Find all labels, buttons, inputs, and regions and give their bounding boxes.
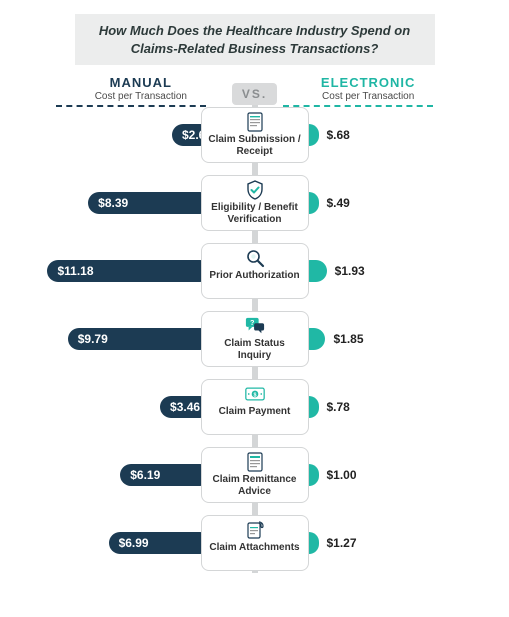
category-card: Claim Attachments [201,515,309,571]
manual-value: $11.18 [57,264,93,278]
manual-bar: $11.18 [47,260,210,282]
category-card: Eligibility / Benefit Verification [201,175,309,231]
manual-value: $9.79 [78,332,108,346]
category-label: Claim Remittance Advice [208,474,302,497]
manual-value: $3.46 [170,400,200,414]
cash-icon: $ [245,384,265,404]
electronic-value: $.49 [327,196,350,210]
category-label: Claim Attachments [209,542,299,554]
data-row: $6.99 $1.27 Claim Attachments [0,509,509,577]
magnifier-icon [245,248,265,268]
category-label: Eligibility / Benefit Verification [208,202,302,225]
svg-text:$: $ [253,393,256,399]
category-label: Claim Status Inquiry [208,338,302,361]
manual-value: $8.39 [98,196,128,210]
category-card: Prior Authorization [201,243,309,299]
manual-bar: $9.79 [68,328,211,350]
title-text: How Much Does the Healthcare Industry Sp… [99,23,410,56]
electronic-value: $.68 [327,128,350,142]
data-row: $8.39 $.49 Eligibility / Benefit Verificat… [0,169,509,237]
manual-title: MANUAL [56,75,226,90]
category-label: Claim Payment [219,406,291,418]
data-row: $11.18 $1.93 Prior Authorization [0,237,509,305]
electronic-value: $1.93 [335,264,365,278]
manual-bar: $8.39 [88,192,210,214]
manual-bar: $6.99 [109,532,211,554]
category-card: Claim Submission / Receipt [201,107,309,163]
shield-check-icon [245,180,265,200]
doc-clip-icon [245,520,265,540]
electronic-title: ELECTRONIC [283,75,453,90]
manual-value: $6.99 [119,536,149,550]
electronic-value: $1.27 [327,536,357,550]
electronic-value: $1.00 [327,468,357,482]
data-row: $3.46 $.78 $ Claim Payment [0,373,509,441]
data-row: $6.19 $1.00 Claim Remittance Advice [0,441,509,509]
manual-value: $6.19 [130,468,160,482]
electronic-value: $1.85 [333,332,363,346]
chat-question-icon: ? [245,316,265,336]
manual-bar: $6.19 [120,464,210,486]
category-card: Claim Remittance Advice [201,447,309,503]
doc-claims-icon [245,112,265,132]
category-card: $ Claim Payment [201,379,309,435]
rows-container: $2.64$.68Claim Submission / Receipt$8.39… [0,101,509,577]
data-row: $9.79$1.85?Claim Status Inquiry [0,305,509,373]
category-card: ?Claim Status Inquiry [201,311,309,367]
category-label: Claim Submission / Receipt [208,134,302,157]
category-label: Prior Authorization [209,270,299,282]
doc-list-icon [245,452,265,472]
title-box: How Much Does the Healthcare Industry Sp… [75,14,435,65]
data-row: $2.64$.68Claim Submission / Receipt [0,101,509,169]
electronic-value: $.78 [327,400,350,414]
